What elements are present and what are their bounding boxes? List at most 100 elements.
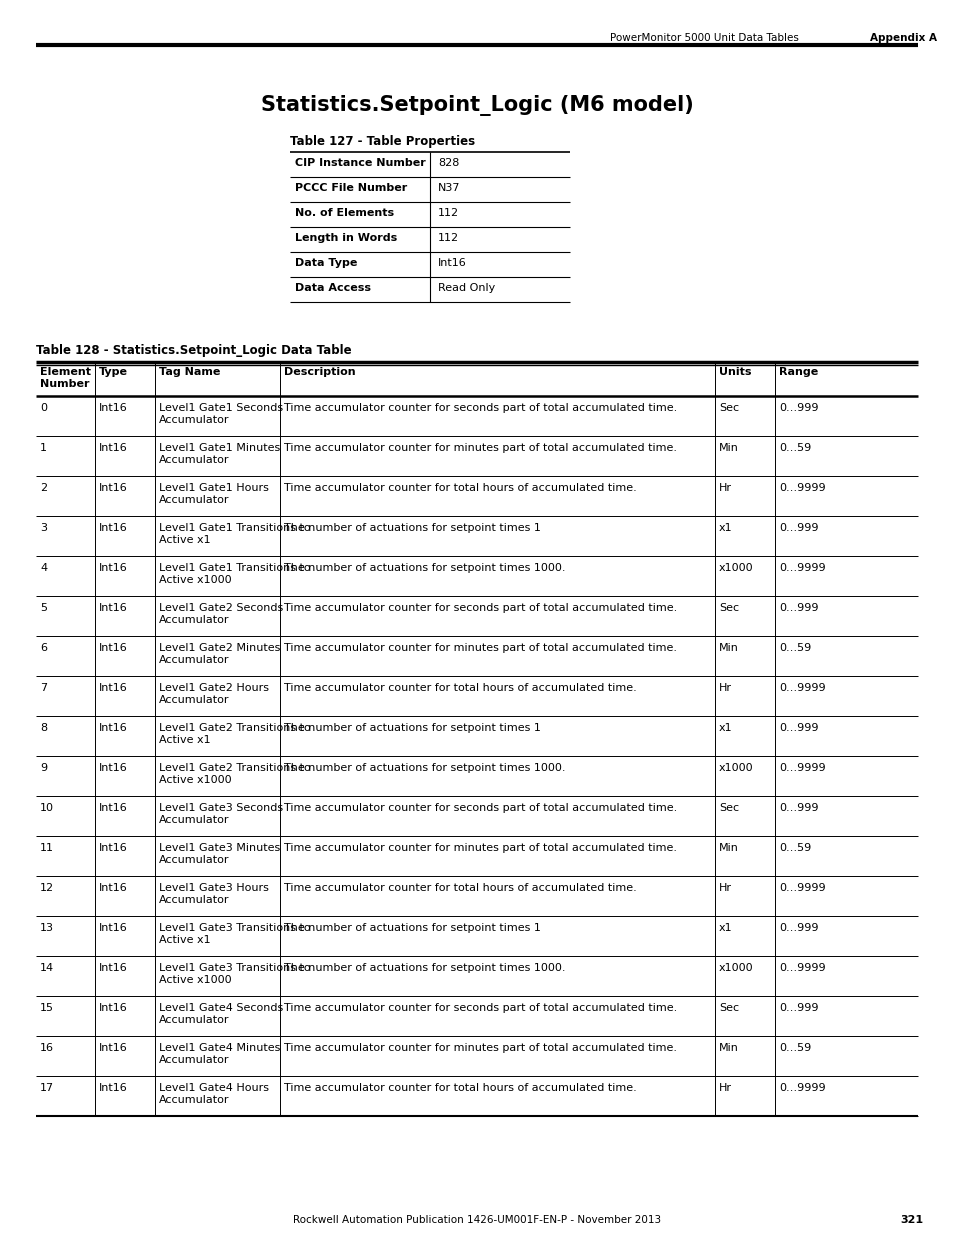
Text: 0…59: 0…59	[779, 643, 810, 653]
Text: 12: 12	[40, 883, 54, 893]
Text: Appendix A: Appendix A	[869, 33, 936, 43]
Text: Time accumulator counter for total hours of accumulated time.: Time accumulator counter for total hours…	[284, 683, 636, 693]
Text: Time accumulator counter for seconds part of total accumulated time.: Time accumulator counter for seconds par…	[284, 403, 677, 412]
Text: No. of Elements: No. of Elements	[294, 207, 394, 219]
Text: Level1 Gate2 Hours: Level1 Gate2 Hours	[159, 683, 269, 693]
Text: Time accumulator counter for total hours of accumulated time.: Time accumulator counter for total hours…	[284, 483, 636, 493]
Text: Active x1000: Active x1000	[159, 974, 232, 986]
Text: Element: Element	[40, 367, 91, 377]
Text: Level1 Gate4 Hours: Level1 Gate4 Hours	[159, 1083, 269, 1093]
Text: 7: 7	[40, 683, 47, 693]
Text: 0…9999: 0…9999	[779, 563, 824, 573]
Text: 13: 13	[40, 923, 54, 932]
Text: The number of actuations for setpoint times 1: The number of actuations for setpoint ti…	[284, 522, 540, 534]
Text: Accumulator: Accumulator	[159, 655, 230, 664]
Text: x1: x1	[719, 522, 732, 534]
Text: Int16: Int16	[99, 403, 128, 412]
Text: x1000: x1000	[719, 963, 753, 973]
Text: Accumulator: Accumulator	[159, 1095, 230, 1105]
Text: Int16: Int16	[99, 844, 128, 853]
Text: 0…999: 0…999	[779, 803, 818, 813]
Text: x1000: x1000	[719, 563, 753, 573]
Text: Time accumulator counter for minutes part of total accumulated time.: Time accumulator counter for minutes par…	[284, 443, 677, 453]
Text: 9: 9	[40, 763, 47, 773]
Text: 321: 321	[899, 1215, 923, 1225]
Text: Data Type: Data Type	[294, 258, 357, 268]
Text: The number of actuations for setpoint times 1000.: The number of actuations for setpoint ti…	[284, 963, 565, 973]
Text: PowerMonitor 5000 Unit Data Tables: PowerMonitor 5000 Unit Data Tables	[609, 33, 798, 43]
Text: Sec: Sec	[719, 1003, 739, 1013]
Text: 0…9999: 0…9999	[779, 963, 824, 973]
Text: Level1 Gate2 Minutes: Level1 Gate2 Minutes	[159, 643, 280, 653]
Text: Time accumulator counter for total hours of accumulated time.: Time accumulator counter for total hours…	[284, 1083, 636, 1093]
Text: 8: 8	[40, 722, 47, 734]
Text: Table 128 - Statistics.Setpoint_Logic Data Table: Table 128 - Statistics.Setpoint_Logic Da…	[36, 345, 352, 357]
Text: 0…999: 0…999	[779, 722, 818, 734]
Text: The number of actuations for setpoint times 1: The number of actuations for setpoint ti…	[284, 722, 540, 734]
Text: 6: 6	[40, 643, 47, 653]
Text: Rockwell Automation Publication 1426-UM001F-EN-P - November 2013: Rockwell Automation Publication 1426-UM0…	[293, 1215, 660, 1225]
Text: Int16: Int16	[99, 963, 128, 973]
Text: x1000: x1000	[719, 763, 753, 773]
Text: Int16: Int16	[99, 923, 128, 932]
Text: Level1 Gate1 Transitions to: Level1 Gate1 Transitions to	[159, 563, 311, 573]
Text: Time accumulator counter for minutes part of total accumulated time.: Time accumulator counter for minutes par…	[284, 1044, 677, 1053]
Text: The number of actuations for setpoint times 1: The number of actuations for setpoint ti…	[284, 923, 540, 932]
Text: 16: 16	[40, 1044, 54, 1053]
Text: Int16: Int16	[99, 683, 128, 693]
Text: 0…9999: 0…9999	[779, 1083, 824, 1093]
Text: Level1 Gate4 Seconds: Level1 Gate4 Seconds	[159, 1003, 283, 1013]
Text: Hr: Hr	[719, 883, 731, 893]
Text: Accumulator: Accumulator	[159, 695, 230, 705]
Text: Type: Type	[99, 367, 128, 377]
Text: Int16: Int16	[99, 883, 128, 893]
Text: 0…9999: 0…9999	[779, 483, 824, 493]
Text: 0…9999: 0…9999	[779, 883, 824, 893]
Text: Min: Min	[719, 643, 739, 653]
Text: Int16: Int16	[99, 483, 128, 493]
Text: Int16: Int16	[99, 603, 128, 613]
Text: Int16: Int16	[99, 763, 128, 773]
Text: 0…999: 0…999	[779, 1003, 818, 1013]
Text: Length in Words: Length in Words	[294, 233, 396, 243]
Text: Level1 Gate2 Seconds: Level1 Gate2 Seconds	[159, 603, 283, 613]
Text: Sec: Sec	[719, 803, 739, 813]
Text: 112: 112	[437, 207, 458, 219]
Text: 0: 0	[40, 403, 47, 412]
Text: Accumulator: Accumulator	[159, 454, 230, 466]
Text: Time accumulator counter for seconds part of total accumulated time.: Time accumulator counter for seconds par…	[284, 1003, 677, 1013]
Text: Int16: Int16	[99, 1044, 128, 1053]
Text: Level1 Gate3 Seconds: Level1 Gate3 Seconds	[159, 803, 283, 813]
Text: 0…9999: 0…9999	[779, 763, 824, 773]
Text: Accumulator: Accumulator	[159, 855, 230, 864]
Text: Time accumulator counter for minutes part of total accumulated time.: Time accumulator counter for minutes par…	[284, 643, 677, 653]
Text: Min: Min	[719, 1044, 739, 1053]
Text: Active x1000: Active x1000	[159, 776, 232, 785]
Text: 1: 1	[40, 443, 47, 453]
Text: Time accumulator counter for seconds part of total accumulated time.: Time accumulator counter for seconds par…	[284, 603, 677, 613]
Text: 112: 112	[437, 233, 458, 243]
Text: 0…999: 0…999	[779, 603, 818, 613]
Text: Int16: Int16	[99, 1083, 128, 1093]
Text: Description: Description	[284, 367, 355, 377]
Text: Active x1: Active x1	[159, 735, 211, 745]
Text: Level1 Gate3 Transitions to: Level1 Gate3 Transitions to	[159, 923, 311, 932]
Text: 0…999: 0…999	[779, 403, 818, 412]
Text: Level1 Gate4 Minutes: Level1 Gate4 Minutes	[159, 1044, 280, 1053]
Text: Range: Range	[779, 367, 818, 377]
Text: Tag Name: Tag Name	[159, 367, 220, 377]
Text: Number: Number	[40, 379, 90, 389]
Text: Int16: Int16	[99, 563, 128, 573]
Text: Min: Min	[719, 844, 739, 853]
Text: x1: x1	[719, 923, 732, 932]
Text: Level1 Gate3 Hours: Level1 Gate3 Hours	[159, 883, 269, 893]
Text: Int16: Int16	[99, 722, 128, 734]
Text: Active x1: Active x1	[159, 535, 211, 545]
Text: Int16: Int16	[99, 643, 128, 653]
Text: Int16: Int16	[99, 522, 128, 534]
Text: 0…999: 0…999	[779, 923, 818, 932]
Text: Active x1: Active x1	[159, 935, 211, 945]
Text: Min: Min	[719, 443, 739, 453]
Text: 17: 17	[40, 1083, 54, 1093]
Text: Accumulator: Accumulator	[159, 895, 230, 905]
